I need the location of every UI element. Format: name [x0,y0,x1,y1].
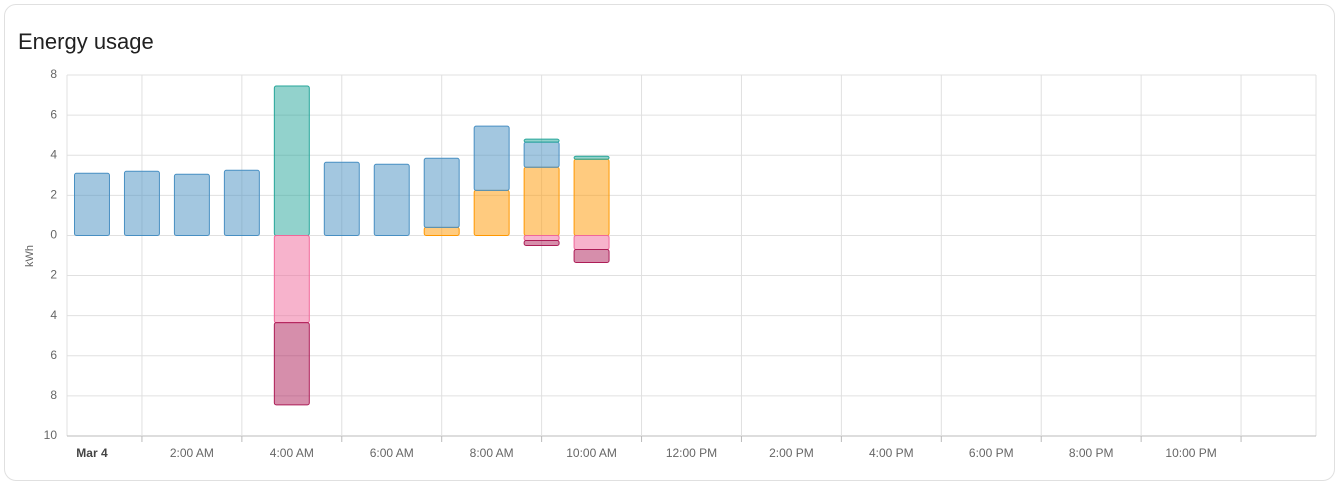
x-tick-label: 10:00 PM [1165,446,1216,460]
bar [573,248,610,264]
bar [123,170,160,236]
bar [273,85,310,236]
bar [523,166,560,236]
y-tick-label: 0 [50,228,57,242]
y-tick-label: 10 [44,428,58,442]
y-tick-label: 2 [50,268,57,282]
x-tick-label: 2:00 PM [769,446,814,460]
y-axis-label: kWh [24,245,36,267]
x-tick-label: 8:00 AM [470,446,514,460]
y-tick-label: 8 [50,388,57,402]
bar [473,125,510,191]
x-tick-label: 4:00 AM [270,446,314,460]
y-tick-label: 8 [50,67,57,81]
x-tick-label: 10:00 AM [566,446,617,460]
bar [573,158,610,236]
bar [523,234,560,241]
x-tick-label: 12:00 PM [666,446,717,460]
bar [173,173,210,236]
y-tick-label: 4 [50,308,57,322]
x-tick-label: 6:00 PM [969,446,1014,460]
bar [323,161,360,236]
y-tick-label: 2 [50,188,57,202]
x-tick-label: 4:00 PM [869,446,914,460]
bar [423,157,460,228]
bar [523,138,560,143]
bar [573,234,610,250]
x-tick-label: 6:00 AM [370,446,414,460]
bar [223,169,260,236]
bar [273,322,310,406]
chart-title: Energy usage [18,29,154,54]
bar [473,189,510,236]
x-tick-label: Mar 4 [76,446,108,460]
x-tick-label: 2:00 AM [170,446,214,460]
bar [373,163,410,236]
bar [523,239,560,246]
bar [273,234,310,324]
card [4,4,1335,481]
x-tick-label: 8:00 PM [1069,446,1114,460]
bar [73,172,110,236]
bar [423,226,460,236]
bar [523,141,560,168]
bar [573,155,610,160]
y-tick-label: 6 [50,348,57,362]
y-tick-label: 6 [50,107,57,121]
y-tick-label: 4 [50,147,57,161]
